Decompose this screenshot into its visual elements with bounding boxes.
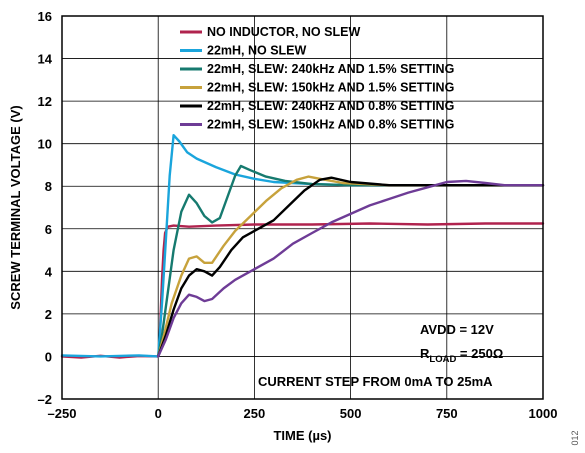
- x-tick-label: 1000: [529, 406, 558, 421]
- annotation-avdd: AVDD = 12V: [420, 322, 494, 337]
- y-tick-label: 10: [38, 137, 52, 152]
- series-line-6: [157, 179, 545, 358]
- annotation-rload-main: R: [420, 346, 430, 361]
- plot-frame: [61, 15, 544, 400]
- y-tick-label: 4: [45, 264, 53, 279]
- y-tick-label: 8: [45, 179, 52, 194]
- x-tick-label: 0: [155, 406, 162, 421]
- legend-entry-label: 22mH, SLEW: 150kHz AND 0.8% SETTING: [207, 118, 454, 132]
- tick-labels: –250 0 250 500 750 1000 –2 0 2 4 6 8 10 12 14 16: [38, 9, 558, 421]
- legend-entry-label: 22mH, SLEW: 240kHz AND 0.8% SETTING: [207, 99, 454, 113]
- legend-entry-label: 22mH, SLEW: 150kHz AND 1.5% SETTING: [207, 81, 454, 95]
- annotation-rload-value: = 250Ω: [456, 346, 503, 361]
- legend-entry-label: NO INDUCTOR, NO SLEW: [207, 25, 360, 39]
- annotation-current-step: CURRENT STEP FROM 0mA TO 25mA: [258, 374, 493, 389]
- y-tick-label: 2: [45, 307, 52, 322]
- x-tick-label: –250: [48, 406, 77, 421]
- y-tick-label: –2: [38, 392, 52, 407]
- x-tick-label: 750: [436, 406, 458, 421]
- series-line-5: [157, 176, 545, 358]
- legend-entry-label: 22mH, NO SLEW: [207, 44, 307, 58]
- annotation-rload-sub: LOAD: [429, 354, 456, 365]
- series-line-1: [60, 222, 545, 359]
- y-tick-label: 0: [45, 349, 52, 364]
- annotation-rload: RLOAD = 250Ω: [420, 346, 503, 365]
- y-axis-label: SCREW TERMINAL VOLTAGE (V): [8, 105, 23, 309]
- legend: NO INDUCTOR, NO SLEW 22mH, NO SLEW 22mH, S…: [180, 25, 454, 132]
- y-tick-label: 14: [38, 52, 53, 67]
- y-tick-label: 16: [38, 9, 52, 24]
- series-line-3: [157, 164, 545, 358]
- x-tick-label: 500: [340, 406, 362, 421]
- y-tick-label: 6: [45, 222, 52, 237]
- legend-entry-label: 22mH, SLEW: 240kHz AND 1.5% SETTING: [207, 62, 454, 76]
- series-lines: [60, 134, 545, 359]
- figure-id: 012: [570, 430, 580, 445]
- x-tick-label: 250: [244, 406, 266, 421]
- x-axis-label: TIME (µs): [273, 428, 331, 443]
- grid: [62, 16, 543, 399]
- y-tick-label: 12: [38, 94, 52, 109]
